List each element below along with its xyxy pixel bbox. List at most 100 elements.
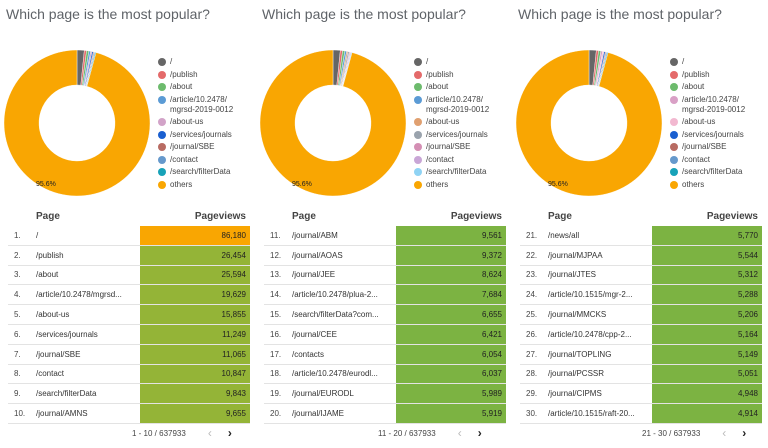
donut-slice-9[interactable] <box>515 49 663 197</box>
table-row[interactable]: 20. /journal/IJAME 5,919 <box>264 404 506 424</box>
table-row[interactable]: 21. /news/all 5,770 <box>520 226 762 246</box>
row-page: /journal/CEE <box>292 329 337 339</box>
legend-item[interactable]: /journal/SBE <box>670 142 768 152</box>
legend-item[interactable]: /article/10.2478/ mgrsd-2019-0012 <box>414 95 512 115</box>
table-row[interactable]: 26. /article/10.2478/cpp-2... 5,164 <box>520 324 762 345</box>
legend-dot-icon <box>158 58 166 66</box>
column-header-pageviews[interactable]: Pageviews <box>450 210 502 222</box>
legend-item[interactable]: /search/filterData <box>414 167 512 177</box>
table-row[interactable]: 6. /services/journals 11,249 <box>8 324 250 345</box>
row-page: /journal/AMNS <box>36 409 88 419</box>
legend-dot-icon <box>414 143 422 151</box>
legend-dot-icon <box>158 155 166 164</box>
legend-label: /about-us <box>426 117 460 126</box>
donut-slice-9[interactable] <box>3 49 151 197</box>
column-header-pageviews[interactable]: Pageviews <box>194 210 246 222</box>
legend-item[interactable]: /contact <box>158 155 256 165</box>
chevron-right-icon[interactable]: › <box>477 426 482 440</box>
legend-item[interactable]: /journal/SBE <box>414 142 512 152</box>
table-row[interactable]: 13. /journal/JEE 8,624 <box>264 265 506 286</box>
table-row[interactable]: 2. /publish 26,454 <box>8 245 250 266</box>
legend-item[interactable]: /search/filterData <box>158 167 256 177</box>
legend-item[interactable]: / <box>414 57 512 67</box>
legend-item[interactable]: /search/filterData <box>670 167 768 177</box>
legend: / /publish/about/article/10.2478/ mgrsd-2… <box>158 57 256 192</box>
column-header-page[interactable]: Page <box>36 210 60 222</box>
table-row[interactable]: 9. /search/filterData 9,843 <box>8 384 250 405</box>
legend-item[interactable]: others <box>670 180 768 190</box>
table-row[interactable]: 28. /journal/PCSSR 5,051 <box>520 364 762 385</box>
legend-item[interactable]: /article/10.2478/ mgrsd-2019-0012 <box>158 95 256 115</box>
legend-label: /about <box>682 82 705 91</box>
row-pageviews: 86,180 <box>140 226 250 245</box>
row-page: /journal/JTES <box>548 270 597 280</box>
legend-label: /article/10.2478/ mgrsd-2019-0012 <box>170 94 234 114</box>
table-row[interactable]: 24. /article/10.1515/mgr-2... 5,288 <box>520 285 762 306</box>
table-row[interactable]: 27. /journal/TOPLING 5,149 <box>520 344 762 365</box>
legend-item[interactable]: /about-us <box>158 117 256 127</box>
table-row[interactable]: 19. /journal/EURODL 5,989 <box>264 384 506 405</box>
table-row[interactable]: 1. / 86,180 <box>8 226 250 246</box>
legend-item[interactable]: /article/10.2478/ mgrsd-2019-0012 <box>670 95 768 115</box>
column-header-page[interactable]: Page <box>292 210 316 222</box>
donut-slice-9[interactable] <box>259 49 407 197</box>
legend-item[interactable]: /about-us <box>414 117 512 127</box>
legend-item[interactable]: /about <box>414 82 512 92</box>
table-row[interactable]: 10. /journal/AMNS 9,655 <box>8 404 250 424</box>
legend-item[interactable]: /about-us <box>670 117 768 127</box>
legend-item[interactable]: / <box>158 57 256 67</box>
chevron-left-icon[interactable]: ‹ <box>722 426 727 440</box>
legend-item[interactable]: /publish <box>158 70 256 80</box>
row-index: 4. <box>14 290 21 300</box>
donut-chart[interactable]: 95.6% <box>514 48 664 198</box>
legend-dot-icon <box>158 70 166 79</box>
chevron-left-icon[interactable]: ‹ <box>457 426 462 440</box>
legend-item[interactable]: /contact <box>670 155 768 165</box>
legend-item[interactable]: /contact <box>414 155 512 165</box>
column-header-page[interactable]: Page <box>548 210 572 222</box>
donut-chart[interactable]: 95.6% <box>2 48 152 198</box>
row-pageviews: 5,989 <box>396 384 506 404</box>
row-page: /article/10.1515/mgr-2... <box>548 290 633 300</box>
table-row[interactable]: 18. /article/10.2478/eurodl... 6,037 <box>264 364 506 385</box>
donut-svg: 95.6% <box>3 49 151 197</box>
table-row[interactable]: 3. /about 25,594 <box>8 265 250 286</box>
chevron-right-icon[interactable]: › <box>227 426 232 440</box>
row-pageviews: 7,684 <box>396 285 506 305</box>
legend-item[interactable]: /publish <box>670 70 768 80</box>
legend-label: /about-us <box>170 117 204 126</box>
legend-item[interactable]: /services/journals <box>670 130 768 140</box>
legend-item[interactable]: /about <box>670 82 768 92</box>
table-row[interactable]: 7. /journal/SBE 11,065 <box>8 344 250 365</box>
table-row[interactable]: 14. /article/10.2478/plua-2... 7,684 <box>264 285 506 306</box>
table-row[interactable]: 11. /journal/ABM 9,561 <box>264 226 506 246</box>
donut-chart[interactable]: 95.6% <box>258 48 408 198</box>
table-row[interactable]: 30. /article/10.1515/raft-20... 4,914 <box>520 404 762 424</box>
table-row[interactable]: 8. /contact 10,847 <box>8 364 250 385</box>
chevron-left-icon[interactable]: ‹ <box>207 426 212 440</box>
row-index: 17. <box>270 349 282 359</box>
chevron-right-icon[interactable]: › <box>742 426 747 440</box>
table-row[interactable]: 25. /journal/MMCKS 5,206 <box>520 305 762 325</box>
column-header-pageviews[interactable]: Pageviews <box>706 210 758 222</box>
row-index: 27. <box>526 349 538 359</box>
table-row[interactable]: 17. /contacts 6,054 <box>264 344 506 365</box>
table-row[interactable]: 12. /journal/AOAS 9,372 <box>264 245 506 266</box>
legend-item[interactable]: /about <box>158 82 256 92</box>
table-row[interactable]: 5. /about-us 15,855 <box>8 305 250 325</box>
table-row[interactable]: 16. /journal/CEE 6,421 <box>264 324 506 345</box>
legend-item[interactable]: /services/journals <box>414 130 512 140</box>
table-row[interactable]: 29. /journal/CIPMS 4,948 <box>520 384 762 405</box>
table-row[interactable]: 15. /search/filterData?com... 6,655 <box>264 305 506 325</box>
table-row[interactable]: 22. /journal/MJPAA 5,544 <box>520 245 762 266</box>
legend-item[interactable]: others <box>158 180 256 190</box>
legend-item[interactable]: /journal/SBE <box>158 142 256 152</box>
legend-item[interactable]: /publish <box>414 70 512 80</box>
table-row[interactable]: 4. /article/10.2478/mgrsd... 19,629 <box>8 285 250 306</box>
legend-item[interactable]: / <box>670 57 768 67</box>
legend-item[interactable]: others <box>414 180 512 190</box>
panel-1: Which page is the most popular? 95.6% / /pu… <box>0 0 256 448</box>
legend-label: / <box>682 57 685 66</box>
legend-item[interactable]: /services/journals <box>158 130 256 140</box>
table-row[interactable]: 23. /journal/JTES 5,312 <box>520 265 762 286</box>
